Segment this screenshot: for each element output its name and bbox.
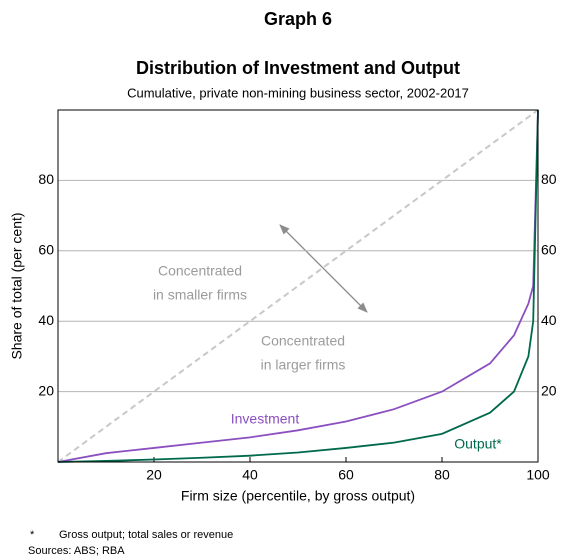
annotation: in larger firms [261,357,346,373]
y-tick-label: 80 [38,171,54,187]
subtitle: Cumulative, private non-mining business … [127,85,469,100]
heading: Graph 6 [264,9,332,29]
series-label: Output* [454,436,502,452]
x-tick-label: 40 [242,467,258,483]
x-tick-label: 100 [526,467,550,483]
annotation: Concentrated [158,263,242,279]
y-tick-label: 60 [38,242,54,258]
reference-line [57,109,539,463]
series-label: Investment [231,411,300,427]
y-tick-label: 20 [38,382,54,398]
footnote: Gross output; total sales or revenue [59,529,233,541]
line [57,109,539,463]
footnote-marker: * [30,529,35,541]
y-axis-label: Share of total (per cent) [9,212,25,359]
x-axis-label: Firm size (percentile, by gross output) [181,488,415,504]
plot-frame [57,109,539,463]
annotation: Concentrated [261,333,345,349]
x-tick-label: 60 [338,467,354,483]
y2-tick-label: 80 [541,171,557,187]
chart-title: Distribution of Investment and Output [136,58,460,78]
sources: Sources: ABS; RBA [28,545,125,557]
x-tick-label: 20 [146,467,162,483]
y-tick-label: 40 [38,312,54,328]
x-tick-label: 80 [434,467,450,483]
y2-tick-label: 60 [541,242,557,258]
line [57,109,539,463]
arrow [279,224,368,313]
annotation: in smaller firms [153,287,247,303]
y2-tick-label: 40 [541,312,557,328]
y2-tick-label: 20 [541,382,557,398]
